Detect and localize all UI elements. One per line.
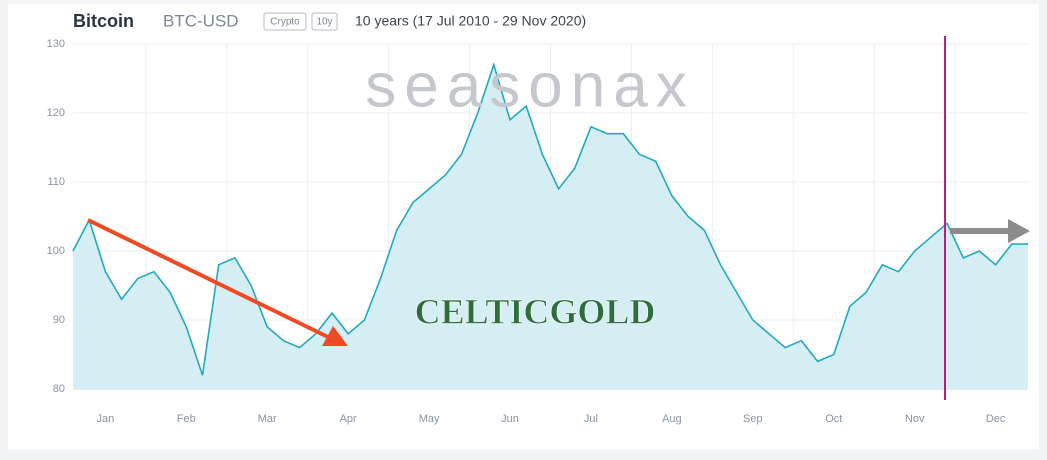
flat-arrow xyxy=(950,219,1030,243)
badge-box xyxy=(263,12,307,31)
x-tick-label: Jan xyxy=(96,413,114,425)
y-tick-label: 130 xyxy=(47,38,65,50)
y-tick-label: 80 xyxy=(53,383,65,395)
subtitle: 10 years (17 Jul 2010 - 29 Nov 2020) xyxy=(355,13,586,29)
arrow-head xyxy=(1008,219,1030,243)
down-arrow xyxy=(87,218,348,346)
plot: 80 90 100 110 120 130 Jan Feb Mar Apr May Jun Jul Aug… xyxy=(47,38,1028,425)
x-tick-label: Feb xyxy=(177,413,196,425)
x-tick-label: Dec xyxy=(986,413,1006,425)
x-tick-label: Aug xyxy=(662,413,682,425)
x-tick-label: Sep xyxy=(743,413,763,425)
line xyxy=(72,62,1028,376)
watermark: seasonax xyxy=(365,51,694,120)
watermark-logo: CELTICGOLD xyxy=(415,291,656,331)
x-tick-label: May xyxy=(419,413,440,425)
chart-title: Bitcoin xyxy=(73,11,134,31)
x-tick-label: Apr xyxy=(340,413,357,425)
badge: Crypto xyxy=(270,17,300,28)
symbol: BTC-USD xyxy=(163,11,239,30)
badge-box xyxy=(311,12,338,31)
x-tick-label: Mar xyxy=(258,413,277,425)
x-tick-label: Jun xyxy=(501,413,519,425)
x-tick-label: Nov xyxy=(905,413,925,425)
x-tick-label: Jul xyxy=(584,413,598,425)
y-tick-label: 90 xyxy=(53,314,65,326)
x-tick-label: Oct xyxy=(825,413,842,425)
y-tick-label: 110 xyxy=(47,176,65,188)
y-tick-label: 120 xyxy=(47,107,65,119)
y-tick-label: 100 xyxy=(47,245,65,257)
area xyxy=(73,64,1028,389)
arrow-shaft xyxy=(87,218,331,340)
arrow-head xyxy=(322,326,348,346)
badge: 10y xyxy=(316,17,332,28)
